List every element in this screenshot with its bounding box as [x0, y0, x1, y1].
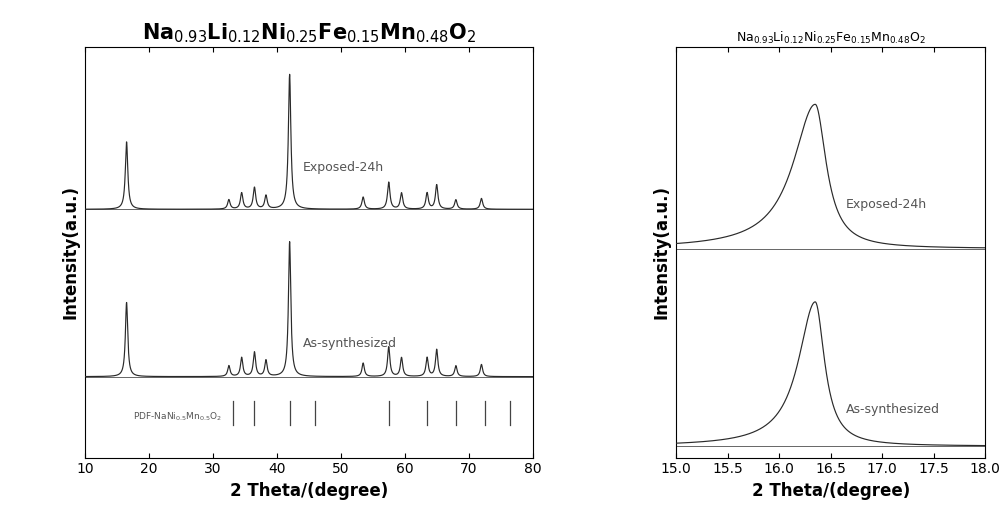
X-axis label: 2 Theta/(degree): 2 Theta/(degree) [752, 482, 910, 500]
Text: Exposed-24h: Exposed-24h [846, 198, 927, 211]
Text: As-synthesized: As-synthesized [302, 337, 396, 350]
Text: Exposed-24h: Exposed-24h [302, 161, 384, 174]
Title: Na$_{0.93}$Li$_{0.12}$Ni$_{0.25}$Fe$_{0.15}$Mn$_{0.48}$O$_2$: Na$_{0.93}$Li$_{0.12}$Ni$_{0.25}$Fe$_{0.… [736, 30, 926, 46]
Y-axis label: Intensity(a.u.): Intensity(a.u.) [653, 186, 671, 319]
Text: PDF-NaNi$_{0.5}$Mn$_{0.5}$O$_2$: PDF-NaNi$_{0.5}$Mn$_{0.5}$O$_2$ [133, 410, 222, 422]
Y-axis label: Intensity(a.u.): Intensity(a.u.) [61, 186, 79, 319]
Title: Na$_{0.93}$Li$_{0.12}$Ni$_{0.25}$Fe$_{0.15}$Mn$_{0.48}$O$_2$: Na$_{0.93}$Li$_{0.12}$Ni$_{0.25}$Fe$_{0.… [142, 21, 476, 45]
X-axis label: 2 Theta/(degree): 2 Theta/(degree) [230, 482, 388, 500]
Text: As-synthesized: As-synthesized [846, 403, 940, 416]
